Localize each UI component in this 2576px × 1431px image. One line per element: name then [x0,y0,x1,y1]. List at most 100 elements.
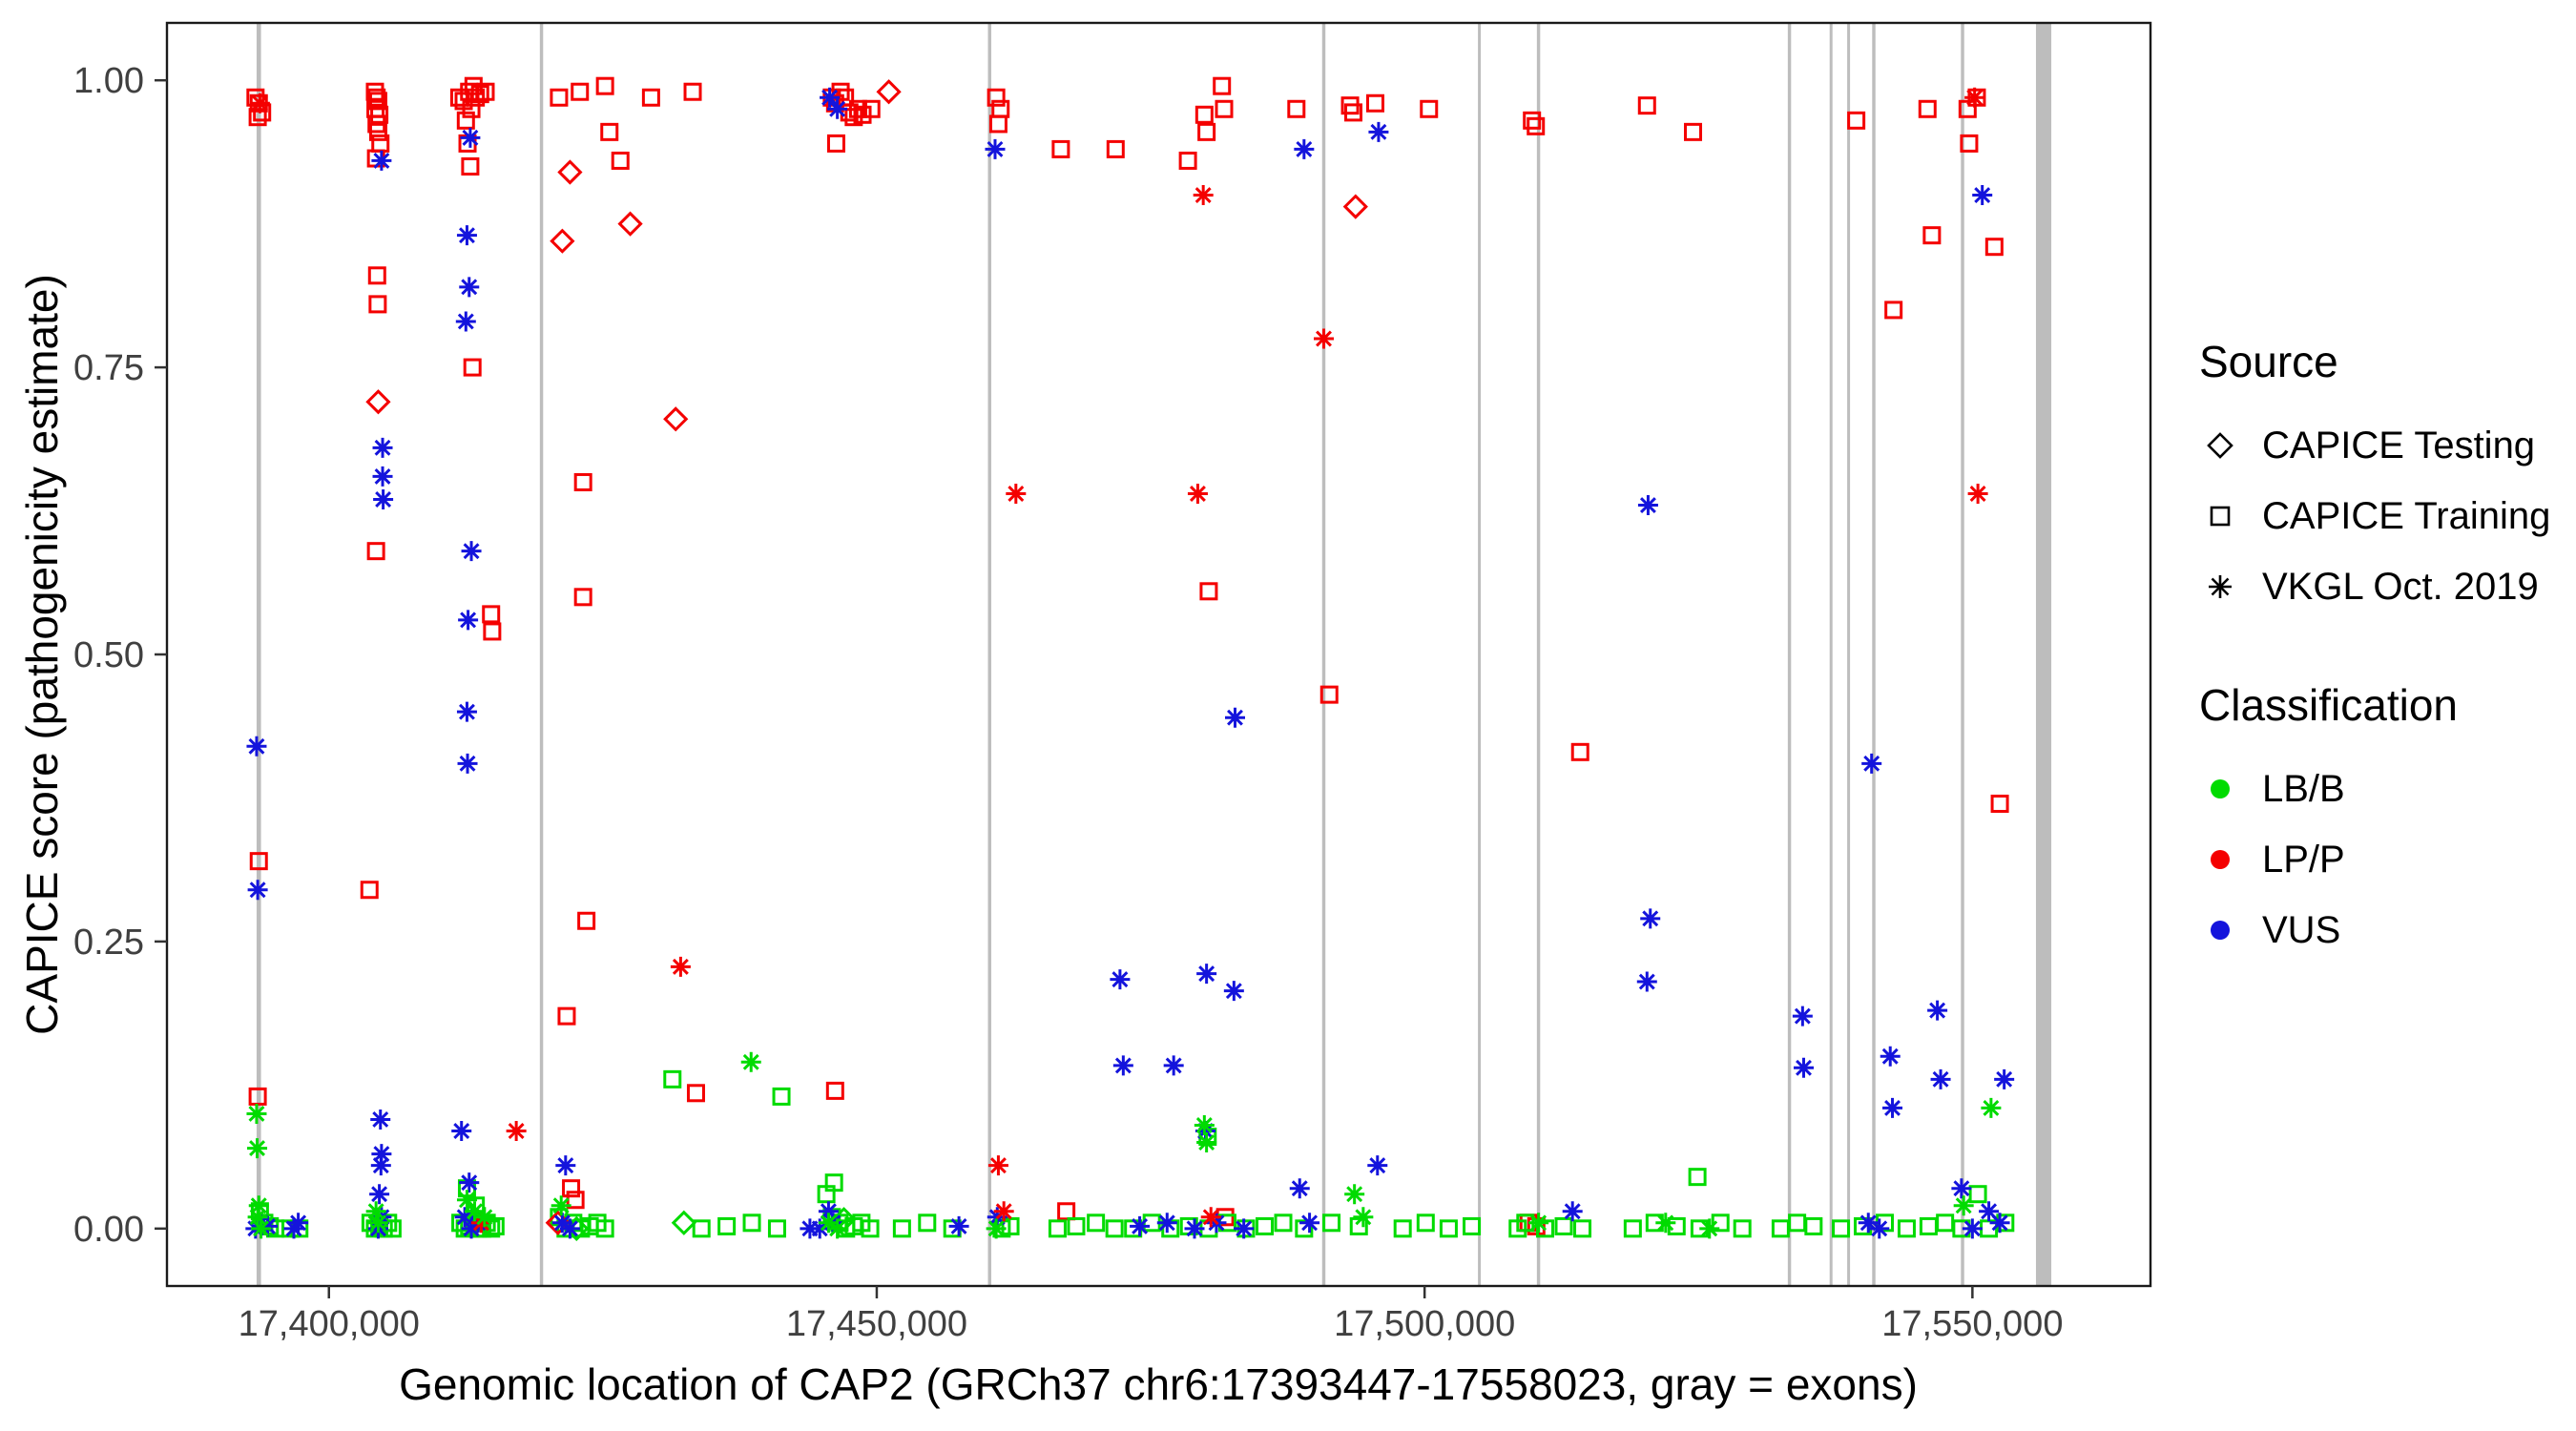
x-tick-label: 17,500,000 [1334,1304,1515,1344]
data-point-asterisk [1869,1218,1890,1239]
data-point-diamond [663,406,689,432]
data-point-asterisk [1528,1213,1549,1234]
legend-label-lpp: LP/P [2262,838,2345,881]
y-tick-label: 0.50 [73,635,144,675]
data-point-asterisk [818,1213,839,1234]
legend-item-lbb: LB/B [2199,754,2550,824]
data-point-square [368,122,387,141]
data-point-asterisk [555,1155,576,1176]
data-point-square [1048,1219,1067,1238]
data-point-square [1287,99,1306,118]
data-point-asterisk [247,880,268,901]
data-point-asterisk [1112,1055,1133,1076]
data-point-asterisk [246,1103,267,1124]
data-point-square [987,88,1006,107]
legend-label-vus: VUS [2262,908,2341,951]
exon-bar [539,23,544,1286]
data-point-asterisk [827,1218,848,1239]
exon-bar [1787,23,1792,1286]
data-point-asterisk [740,1051,761,1072]
data-point-asterisk [1972,185,1993,206]
legend-item-capice-testing: CAPICE Testing [2199,410,2550,481]
data-point-asterisk [1967,483,1988,504]
legend-source-title: Source [2199,337,2338,386]
data-point-diamond [557,159,583,185]
data-point-asterisk [470,1213,491,1234]
data-point-square [456,111,475,130]
data-point-asterisk [365,1201,386,1222]
data-point-square [862,99,881,118]
data-point-square [1804,1216,1823,1235]
data-point-square [831,82,850,101]
data-point-asterisk [1953,1195,1974,1216]
data-point-asterisk [559,1218,580,1239]
data-point-square [861,1219,880,1238]
data-point-square [692,1219,711,1238]
data-point-asterisk [987,1155,1008,1176]
data-point-asterisk [1006,483,1027,504]
data-point-square [1684,122,1703,141]
lbb-dot [2211,779,2230,798]
data-point-square [1087,1213,1106,1233]
data-point-square [663,1069,682,1089]
data-point-square [1365,93,1384,113]
exon-bar [1536,23,1541,1286]
data-point-asterisk [1223,981,1244,1002]
data-point-square [1922,226,1942,245]
data-point-square [1178,151,1197,170]
exon-bar [1829,23,1833,1286]
data-point-square [360,881,379,900]
data-point-asterisk [1344,1184,1365,1205]
data-point-asterisk [1636,971,1657,992]
data-point-asterisk [809,1218,830,1239]
data-point-square [641,88,660,107]
data-point-diamond [550,228,575,254]
data-point-square [1274,1213,1293,1233]
data-point-square [848,99,867,118]
data-point-asterisk [257,1215,278,1236]
data-point-square [892,1219,911,1238]
data-point-square [1832,1219,1851,1238]
data-point-asterisk [948,1215,969,1236]
data-point-asterisk [1858,1213,1879,1234]
data-point-asterisk [459,277,480,298]
data-point-asterisk [1994,1068,2015,1089]
data-point-square [1554,1216,1573,1235]
data-point-square [1319,685,1339,704]
data-point-asterisk [367,1213,388,1234]
data-point-square [1463,1216,1482,1235]
data-point-square [1573,1219,1592,1238]
data-point-square [1884,301,1903,320]
data-point-asterisk [251,1218,272,1239]
data-point-asterisk [1880,1046,1901,1067]
data-point-asterisk [461,541,482,562]
data-point-square [686,1084,705,1103]
data-point-asterisk [1193,185,1214,206]
data-point-square [1057,1202,1076,1221]
data-point-square [1918,99,1937,118]
asterisk-icon [2209,575,2232,598]
data-point-square [370,105,389,124]
data-point-square [1051,139,1070,158]
data-point-square [742,1213,761,1233]
legend-spacer [2199,622,2550,679]
square-icon [2210,506,2231,527]
data-point-asterisk [369,1184,390,1205]
exon-bar [1321,23,1326,1286]
vus-dot-icon [2211,921,2230,940]
data-point-square [1215,99,1234,118]
data-point-square [483,622,502,641]
data-point-asterisk [1562,1201,1583,1222]
legend-label-capice-training: CAPICE Training [2262,494,2551,537]
data-point-asterisk [370,1155,391,1176]
data-point-square [550,88,569,107]
lpp-dot-icon [2211,850,2230,869]
data-point-asterisk [1196,964,1217,985]
data-point-square [1393,1219,1412,1238]
data-point-asterisk [1951,1178,1972,1199]
data-point-square [1637,96,1656,115]
data-point-square [1295,1219,1314,1238]
data-point-asterisk [372,437,393,458]
data-point-square [1990,794,2009,813]
y-tick-label: 1.00 [73,61,144,101]
